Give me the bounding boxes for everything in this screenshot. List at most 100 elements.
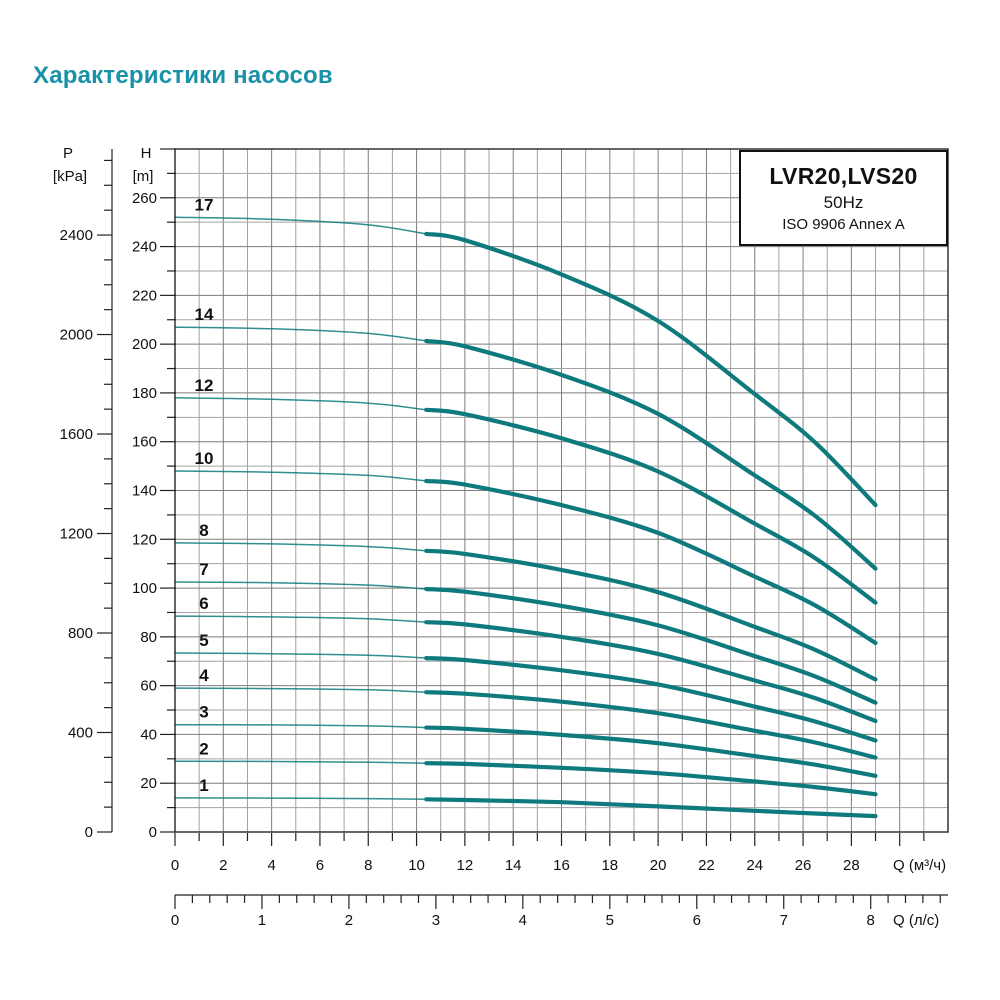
curve-4: 4 <box>174 666 878 760</box>
curve-label-1: 1 <box>199 776 208 795</box>
curve-7-thin-segment <box>174 581 427 590</box>
flow-m3h-tick-label: 24 <box>746 857 763 874</box>
flow-ls-tick-label: 1 <box>258 912 266 929</box>
curve-3-thick-segment <box>424 725 878 778</box>
head-tick-label: 140 <box>132 483 157 500</box>
curve-14-thin-segment <box>174 326 427 342</box>
curve-6-thin-segment <box>174 615 427 623</box>
flow-ls-tick-label: 5 <box>606 912 614 929</box>
curve-12-thin-segment <box>174 397 427 411</box>
head-tick-label: 200 <box>132 336 157 353</box>
pump-curves: 17 14 12 10 8 7 6 5 4 3 2 1 <box>174 195 878 819</box>
curve-label-3: 3 <box>199 703 208 722</box>
head-tick-label: 120 <box>132 531 157 548</box>
pressure-tick-label: 2000 <box>60 327 93 344</box>
pressure-tick-label: 1200 <box>60 526 93 543</box>
curve-10-thick-segment <box>424 478 878 646</box>
curve-5-thin-segment <box>174 652 427 659</box>
curve-12: 12 <box>174 376 878 605</box>
curve-10-thin-segment <box>174 470 427 482</box>
head-tick-label: 240 <box>132 239 157 256</box>
pressure-tick-label: 800 <box>68 625 93 642</box>
curve-8-thick-segment <box>424 548 878 682</box>
curve-7-thick-segment <box>424 586 878 705</box>
grid <box>175 149 948 832</box>
flow-ls-tick-label: 8 <box>867 912 875 929</box>
flow-ls-tick-label: 2 <box>345 912 353 929</box>
head-axis: 0 20 40 60 80 100 120 140 160 180 200 220 240 260 H [m] <box>132 145 176 841</box>
standard-label: ISO 9906 Annex A <box>782 216 905 233</box>
head-axis-unit: [m] <box>133 168 154 185</box>
curve-6-thick-segment <box>424 620 878 724</box>
curve-12-thick-segment <box>424 407 878 605</box>
flow-m3h-tick-label: 12 <box>457 857 474 874</box>
pressure-axis: 0 400 800 1200 1600 2000 2400 P [kPa] <box>53 145 113 841</box>
curve-2-thin-segment <box>174 760 427 764</box>
flow-m3h-axis-label: Q (м³/ч) <box>893 857 946 874</box>
model-name: LVR20,LVS20 <box>769 163 918 189</box>
flow-m3h-tick-label: 16 <box>553 857 570 874</box>
curve-17-thick-segment <box>424 231 878 508</box>
curve-2: 2 <box>174 739 878 797</box>
curve-label-7: 7 <box>199 560 208 579</box>
flow-m3h-tick-label: 4 <box>267 857 275 874</box>
head-tick-label: 60 <box>140 678 157 695</box>
curve-1-thin-segment <box>174 797 427 801</box>
head-axis-name: H <box>141 145 152 162</box>
curve-label-12: 12 <box>195 376 214 395</box>
flow-ls-axis-label: Q (л/с) <box>893 912 939 929</box>
flow-ls-axis: 0 1 2 3 4 5 6 7 8 Q (л/с) <box>171 894 948 929</box>
head-tick-label: 0 <box>149 824 157 841</box>
flow-m3h-tick-label: 20 <box>650 857 667 874</box>
page-title: Характеристики насосов <box>33 62 333 89</box>
curve-label-17: 17 <box>195 195 214 214</box>
pressure-tick-label: 2400 <box>60 227 93 244</box>
pressure-tick-label: 1600 <box>60 426 93 443</box>
curve-label-10: 10 <box>195 449 214 468</box>
curve-label-8: 8 <box>199 521 208 540</box>
head-tick-label: 220 <box>132 287 157 304</box>
head-tick-label: 40 <box>140 726 157 743</box>
curve-7: 7 <box>174 560 878 705</box>
curve-1: 1 <box>174 776 878 819</box>
flow-m3h-tick-label: 28 <box>843 857 860 874</box>
curve-1-thick-segment <box>424 797 878 819</box>
head-tick-label: 20 <box>140 775 157 792</box>
frequency-label: 50Hz <box>823 193 864 212</box>
curve-label-14: 14 <box>195 305 214 324</box>
pressure-tick-label: 400 <box>68 725 93 742</box>
curve-5: 5 <box>174 631 878 743</box>
flow-m3h-tick-label: 0 <box>171 857 179 874</box>
flow-m3h-tick-label: 6 <box>316 857 324 874</box>
head-tick-label: 100 <box>132 580 157 597</box>
flow-m3h-tick-label: 2 <box>219 857 227 874</box>
flow-m3h-tick-label: 14 <box>505 857 522 874</box>
curve-3: 3 <box>174 703 878 778</box>
head-tick-label: 180 <box>132 385 157 402</box>
flow-m3h-tick-label: 10 <box>408 857 425 874</box>
flow-m3h-axis: 0 2 4 6 8 10 12 14 16 18 20 22 24 26 28 Q (м³/ч) <box>171 833 946 874</box>
curve-3-thin-segment <box>174 723 427 729</box>
curve-label-5: 5 <box>199 631 208 650</box>
flow-ls-tick-label: 3 <box>432 912 440 929</box>
curve-label-4: 4 <box>199 666 209 685</box>
pressure-axis-unit: [kPa] <box>53 168 87 185</box>
curve-8-thin-segment <box>174 542 427 552</box>
curve-17: 17 <box>174 195 878 508</box>
flow-m3h-tick-label: 18 <box>601 857 618 874</box>
model-info-box: LVR20,LVS20 50Hz ISO 9906 Annex A <box>739 150 948 246</box>
curve-8: 8 <box>174 521 878 682</box>
flow-ls-tick-label: 7 <box>780 912 788 929</box>
pressure-axis-name: P <box>63 145 73 162</box>
curve-4-thick-segment <box>424 690 878 760</box>
curve-17-thin-segment <box>174 216 427 235</box>
flow-ls-tick-label: 4 <box>519 912 527 929</box>
flow-ls-tick-label: 6 <box>693 912 701 929</box>
flow-ls-tick-label: 0 <box>171 912 179 929</box>
curve-6: 6 <box>174 594 878 724</box>
head-tick-label: 160 <box>132 434 157 451</box>
curve-2-thick-segment <box>424 761 878 797</box>
curve-14-thick-segment <box>424 338 878 571</box>
